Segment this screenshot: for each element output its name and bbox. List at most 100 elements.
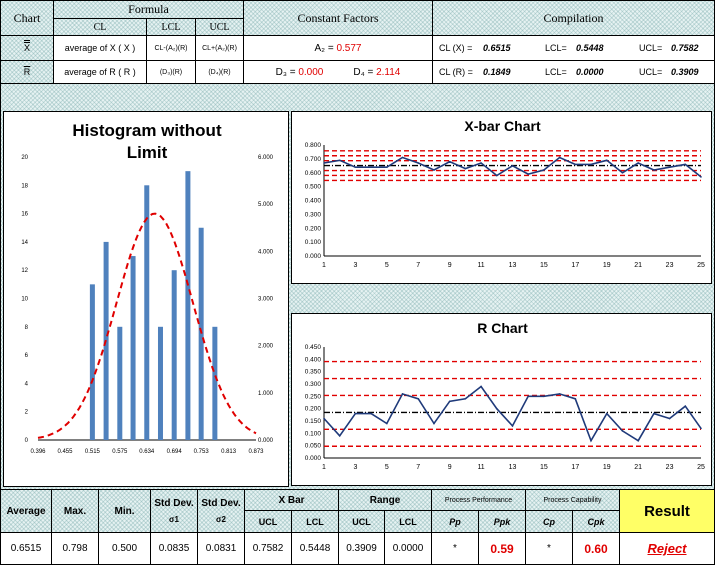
xbar-x-tick: 5 <box>385 262 389 269</box>
histogram-right-tick: 4.000 <box>258 249 274 255</box>
header-formula: Formula <box>53 0 244 19</box>
xbar-point <box>417 162 420 164</box>
r-chart-title: R Chart <box>477 320 528 336</box>
a2-label: A₂ = <box>314 42 334 54</box>
r-point <box>495 407 498 410</box>
summary-range-lcl-value: 0.0000 <box>384 532 432 565</box>
row-x-constant: A₂ = 0.577 <box>243 35 433 61</box>
histogram-bar <box>198 227 204 440</box>
r-chart-panel[interactable]: R Chart 0.000 0.050 0.100 0.150 0.200 0.250 0.… <box>291 313 712 486</box>
r-point <box>684 405 687 407</box>
histogram-bar <box>144 185 150 440</box>
xbar-point <box>543 169 545 171</box>
std2-label: Std Dev. <box>201 498 241 509</box>
r-point <box>417 398 420 400</box>
r-point <box>605 412 608 415</box>
r-point <box>653 412 655 415</box>
xbar-point <box>370 166 372 168</box>
row-x-ucl-formula: CL+(A₂)(R) <box>195 35 244 61</box>
d4-value: 2.114 <box>376 66 401 78</box>
r-point <box>637 439 639 442</box>
summary-result-value[interactable]: Reject <box>619 532 715 565</box>
row-x-symbol: X <box>0 35 54 61</box>
r-point <box>527 395 530 398</box>
histogram-left-tick: 14 <box>21 240 28 246</box>
xbar-point <box>401 156 404 159</box>
summary-ppk-header: Ppk <box>478 510 526 533</box>
xbar-x-tick: 17 <box>571 262 579 269</box>
summary-cp-header: Cp <box>525 510 573 533</box>
r-y-tick: 0.100 <box>305 430 322 437</box>
xbar-point <box>386 166 388 168</box>
summary-xbar-ucl-header: UCL <box>244 510 292 533</box>
xbar-y-tick: 0.400 <box>305 198 322 205</box>
histogram-x-tick: 0.515 <box>85 449 101 455</box>
xbar-x-tick: 25 <box>697 262 705 269</box>
x-cl-value: 0.6515 <box>483 43 511 53</box>
header-lcl: LCL <box>146 18 196 36</box>
summary-range-ucl-header: UCL <box>338 510 385 533</box>
histogram-left-tick: 6 <box>25 353 29 359</box>
xbar-point <box>653 169 655 171</box>
summary-average-value: 0.6515 <box>0 532 52 565</box>
histogram-x-tick: 0.575 <box>112 449 128 455</box>
r-point <box>668 417 671 420</box>
x-lcl-value: 0.5448 <box>576 43 604 53</box>
histogram-panel[interactable]: Histogram without Limit 0 2 4 6 8 10 12 14 16 18 2… <box>3 111 289 487</box>
x-lcl-label: LCL= <box>545 43 567 53</box>
histogram-left-tick: 12 <box>21 268 28 274</box>
xbar-point <box>605 159 608 162</box>
x-ucl-label: UCL= <box>639 43 663 53</box>
histogram-right-tick: 5.000 <box>258 202 274 208</box>
xbar-point <box>338 159 341 162</box>
xbar-y-tick: 0.700 <box>305 156 322 163</box>
r-y-tick: 0.400 <box>305 356 322 363</box>
xbar-y-tick: 0.600 <box>305 170 322 177</box>
xbar-point <box>511 165 514 167</box>
summary-pp-header: Pp <box>431 510 479 533</box>
r-point <box>574 398 577 400</box>
histogram-left-tick: 4 <box>25 381 29 387</box>
histogram-x-tick: 0.873 <box>248 449 264 455</box>
xbar-point <box>637 162 639 164</box>
histogram-bar <box>130 256 136 440</box>
d3-label: D₃ = <box>275 66 296 78</box>
header-constant-factors: Constant Factors <box>243 0 433 36</box>
row-r-ucl-formula: (D₄)(R) <box>195 60 244 84</box>
histogram-right-tick: 1.000 <box>258 391 274 397</box>
r-x-tick: 13 <box>509 464 517 471</box>
histogram-x-tick: 0.396 <box>30 449 46 455</box>
xbar-x-tick: 11 <box>477 262 484 269</box>
xbar-chart-panel[interactable]: X-bar Chart 0.000 0.100 0.200 0.300 0.400 0.5… <box>291 111 712 284</box>
histogram-bar <box>171 270 177 440</box>
r-point <box>433 422 435 425</box>
xbar-point <box>323 162 325 164</box>
xbar-x-tick: 19 <box>603 262 611 269</box>
r-cl-label: CL (R) = <box>439 67 473 77</box>
r-x-tick: 7 <box>416 464 420 471</box>
r-x-tick: 3 <box>353 464 357 471</box>
xbar-y-tick: 0.000 <box>305 253 322 260</box>
r-ucl-label: UCL= <box>639 67 663 77</box>
histogram-bar <box>157 326 163 440</box>
r-x-tick: 5 <box>385 464 389 471</box>
histogram-left-tick: 10 <box>21 297 28 303</box>
r-y-tick: 0.000 <box>305 455 322 462</box>
histogram-left-tick: 8 <box>25 325 29 331</box>
r-point <box>700 427 702 430</box>
summary-pp-group-header: Process Performance <box>431 489 526 511</box>
r-y-tick: 0.300 <box>305 381 322 388</box>
r-point <box>558 393 561 395</box>
summary-min-value: 0.500 <box>98 532 151 565</box>
row-r-cl-formula: average of R ( R ) <box>53 60 147 84</box>
r-x-tick: 23 <box>666 464 674 471</box>
histogram-right-tick: 6.000 <box>258 155 274 161</box>
d4-label: D₄ = <box>353 66 374 78</box>
summary-xbar-ucl-value: 0.7582 <box>244 532 292 565</box>
summary-min-header: Min. <box>98 489 151 533</box>
std2-sub: σ2 <box>216 515 226 524</box>
xbar-y-tick: 0.500 <box>305 184 322 191</box>
histogram-left-tick: 20 <box>21 155 28 161</box>
histogram-left-tick: 18 <box>21 183 28 189</box>
summary-range-header: Range <box>338 489 432 511</box>
